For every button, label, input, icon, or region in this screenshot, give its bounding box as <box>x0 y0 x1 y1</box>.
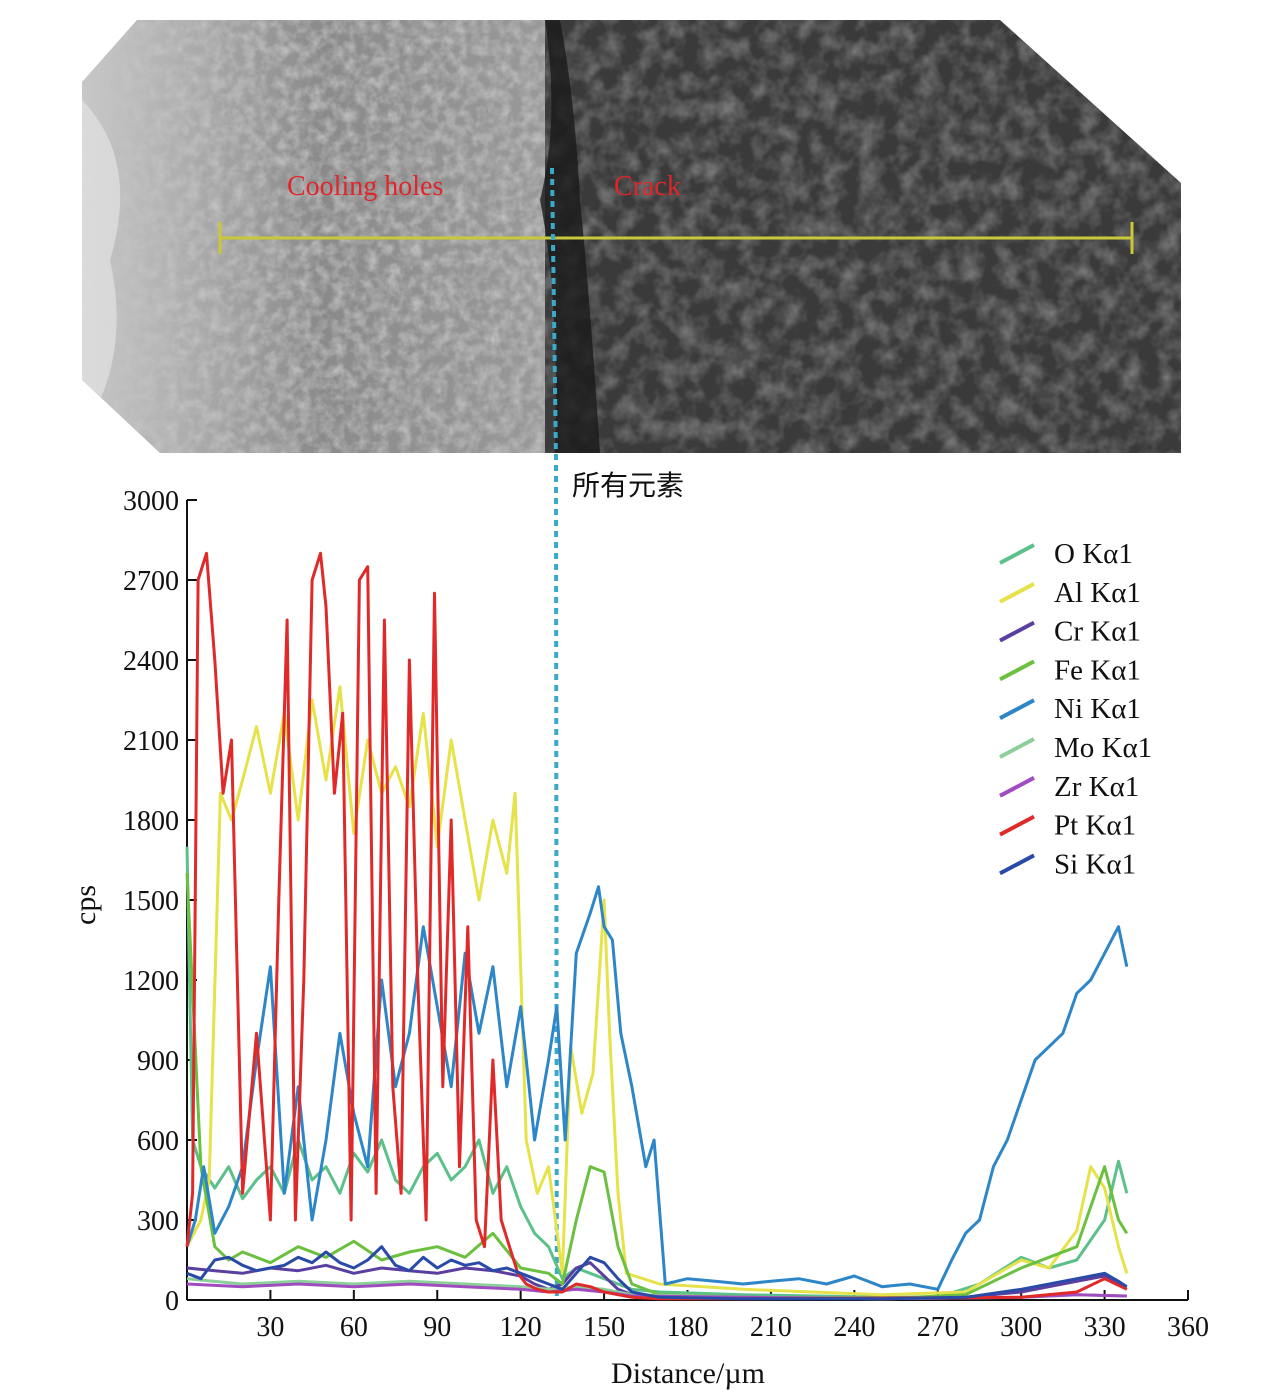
marker-dashed-line <box>550 167 559 1301</box>
x-tick-label: 270 <box>917 1312 959 1343</box>
series-line-ni <box>185 885 1129 1291</box>
legend-swatch-si <box>999 853 1035 876</box>
x-tick-label: 60 <box>340 1312 368 1343</box>
legend-swatch-al <box>999 582 1035 604</box>
series-line-o <box>185 846 1129 1299</box>
y-tick-label: 1200 <box>123 966 179 997</box>
x-tick-label: 90 <box>423 1312 451 1343</box>
crack-label: Crack <box>614 171 681 202</box>
series-line-fe <box>185 873 1129 1301</box>
x-tick-label: 300 <box>1000 1312 1042 1343</box>
y-axis-title: cps <box>69 885 102 925</box>
x-tick-label: 120 <box>500 1312 542 1343</box>
y-tick-label: 2400 <box>123 646 179 677</box>
legend-swatch-cr <box>999 620 1035 643</box>
marker-label: 所有元素 <box>572 469 684 502</box>
legend-label-fe: Fe Kα1 <box>1054 654 1141 686</box>
x-tick-label: 180 <box>667 1312 709 1343</box>
marker-line-group <box>550 167 559 1301</box>
series-group <box>185 551 1129 1301</box>
x-tick-label: 30 <box>256 1312 284 1343</box>
y-tick-label: 900 <box>137 1046 179 1077</box>
y-tick-label: 1800 <box>123 806 179 837</box>
y-tick-label: 300 <box>137 1206 179 1237</box>
y-tick-label: 3000 <box>123 486 179 517</box>
legend-label-o: O Kα1 <box>1054 538 1133 570</box>
legend-label-zr: Zr Kα1 <box>1054 771 1139 803</box>
series-line-pt <box>185 551 1128 1301</box>
x-tick-label: 330 <box>1084 1312 1126 1343</box>
cooling-holes-label: Cooling holes <box>287 171 443 202</box>
legend-swatch-mo <box>999 737 1035 759</box>
axes: 0 300 600 900 1200 1500 1800 2100 2400 2700 3000 30… <box>123 486 1209 1343</box>
sem-micrograph: Cooling holes Crack <box>82 20 1181 453</box>
legend-swatch-ni <box>999 698 1035 720</box>
legend-swatch-pt <box>999 814 1035 837</box>
legend-label-mo: Mo Kα1 <box>1054 732 1152 764</box>
legend-label-al: Al Kα1 <box>1054 577 1141 609</box>
legend-swatch-o <box>999 543 1035 565</box>
legend-swatch-fe <box>999 659 1035 682</box>
y-tick-label: 2700 <box>123 566 179 597</box>
legend-label-ni: Ni Kα1 <box>1054 693 1141 725</box>
x-tick-label: 150 <box>583 1312 625 1343</box>
x-tick-label: 210 <box>750 1312 792 1343</box>
legend-label-si: Si Kα1 <box>1054 848 1136 880</box>
series-line-si <box>186 1245 1128 1301</box>
y-tick-label: 1500 <box>123 886 179 917</box>
y-tick-label: 2100 <box>123 726 179 757</box>
legend: O Kα1 Al Kα1 Cr Kα1 Fe Kα1 Ni Kα1 Mo Kα1 Zr Kα… <box>999 538 1152 880</box>
series-line-al <box>185 685 1129 1297</box>
y-tick-label: 0 <box>165 1286 179 1317</box>
x-axis-title: Distance/µm <box>611 1357 765 1390</box>
y-tick-label: 600 <box>137 1126 179 1157</box>
legend-label-pt: Pt Kα1 <box>1054 810 1136 842</box>
legend-label-cr: Cr Kα1 <box>1054 616 1141 648</box>
x-tick-label: 240 <box>833 1312 875 1343</box>
legend-swatch-zr <box>999 776 1035 798</box>
x-tick-label: 360 <box>1167 1312 1209 1343</box>
